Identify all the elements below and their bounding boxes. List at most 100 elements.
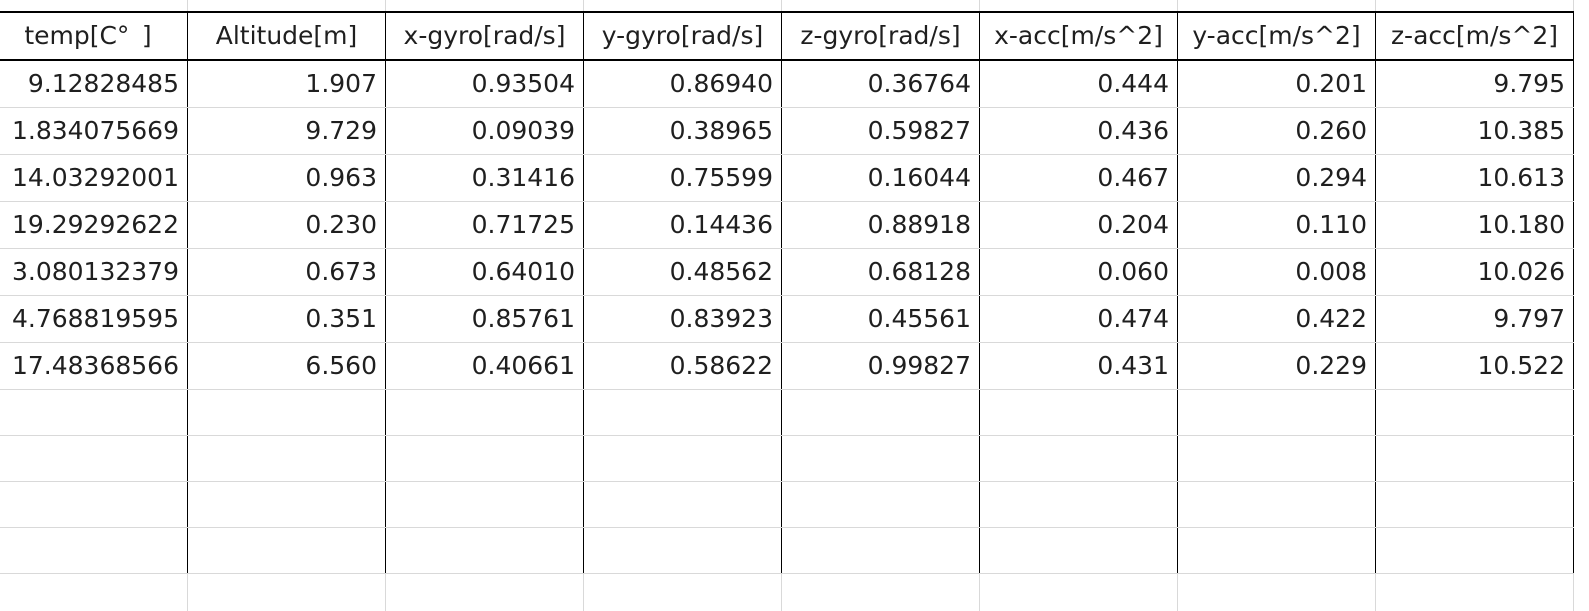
cell[interactable]: 10.180 [1375, 201, 1574, 249]
header-cell-x-acc[interactable]: x-acc[m/s^2] [979, 12, 1178, 61]
cell[interactable]: 0.467 [979, 154, 1178, 202]
cell[interactable]: 0.31416 [385, 154, 584, 202]
header-cell-altitude[interactable]: Altitude[m] [187, 12, 386, 61]
cell[interactable]: 0.75599 [583, 154, 782, 202]
cell[interactable]: 6.560 [187, 342, 386, 390]
cell[interactable] [583, 481, 782, 528]
cell[interactable]: 0.201 [1177, 60, 1376, 108]
cell[interactable]: 0.59827 [781, 107, 980, 155]
cell[interactable]: 0.060 [979, 248, 1178, 296]
cell[interactable] [1375, 435, 1574, 482]
header-cell-z-acc[interactable]: z-acc[m/s^2] [1375, 12, 1574, 61]
cell[interactable] [781, 573, 980, 611]
cell[interactable]: 0.48562 [583, 248, 782, 296]
header-cell-x-gyro[interactable]: x-gyro[rad/s] [385, 12, 584, 61]
cell[interactable] [385, 573, 584, 611]
cell[interactable] [0, 389, 188, 436]
cell[interactable] [1177, 389, 1376, 436]
cell[interactable]: 3.080132379 [0, 248, 188, 296]
header-cell-z-gyro[interactable]: z-gyro[rad/s] [781, 12, 980, 61]
cell[interactable]: 0.436 [979, 107, 1178, 155]
cell[interactable] [0, 481, 188, 528]
cell[interactable] [781, 481, 980, 528]
cell[interactable]: 0.008 [1177, 248, 1376, 296]
header-cell-y-acc[interactable]: y-acc[m/s^2] [1177, 12, 1376, 61]
cell[interactable] [1177, 527, 1376, 574]
cell[interactable] [385, 527, 584, 574]
cell[interactable] [0, 527, 188, 574]
cell[interactable]: 0.16044 [781, 154, 980, 202]
cell[interactable] [1375, 389, 1574, 436]
cell[interactable]: 0.260 [1177, 107, 1376, 155]
cell[interactable]: 14.03292001 [0, 154, 188, 202]
cell[interactable] [979, 435, 1178, 482]
cell[interactable] [0, 573, 188, 611]
cell[interactable]: 0.09039 [385, 107, 584, 155]
cell[interactable] [0, 0, 188, 13]
cell[interactable] [1375, 0, 1574, 13]
cell[interactable]: 0.85761 [385, 295, 584, 343]
cell[interactable] [583, 435, 782, 482]
cell[interactable]: 0.204 [979, 201, 1178, 249]
cell[interactable] [979, 0, 1178, 13]
cell[interactable]: 1.834075669 [0, 107, 188, 155]
cell[interactable]: 10.613 [1375, 154, 1574, 202]
cell[interactable] [0, 435, 188, 482]
cell[interactable]: 0.38965 [583, 107, 782, 155]
cell[interactable]: 10.026 [1375, 248, 1574, 296]
cell[interactable] [781, 389, 980, 436]
cell[interactable] [781, 0, 980, 13]
cell[interactable] [385, 435, 584, 482]
cell[interactable]: 9.729 [187, 107, 386, 155]
cell[interactable]: 0.351 [187, 295, 386, 343]
cell[interactable] [583, 573, 782, 611]
cell[interactable] [385, 481, 584, 528]
cell[interactable] [1375, 481, 1574, 528]
cell[interactable]: 1.907 [187, 60, 386, 108]
cell[interactable] [187, 527, 386, 574]
cell[interactable]: 0.294 [1177, 154, 1376, 202]
cell[interactable]: 0.68128 [781, 248, 980, 296]
cell[interactable] [1177, 0, 1376, 13]
cell[interactable]: 0.963 [187, 154, 386, 202]
cell[interactable] [187, 573, 386, 611]
cell[interactable] [583, 389, 782, 436]
cell[interactable]: 9.12828485 [0, 60, 188, 108]
cell[interactable] [1375, 573, 1574, 611]
cell[interactable] [187, 0, 386, 13]
cell[interactable] [1375, 527, 1574, 574]
cell[interactable] [979, 481, 1178, 528]
cell[interactable]: 4.768819595 [0, 295, 188, 343]
cell[interactable]: 0.64010 [385, 248, 584, 296]
cell[interactable]: 0.58622 [583, 342, 782, 390]
cell[interactable]: 10.385 [1375, 107, 1574, 155]
cell[interactable]: 0.71725 [385, 201, 584, 249]
cell[interactable]: 0.45561 [781, 295, 980, 343]
cell[interactable]: 9.797 [1375, 295, 1574, 343]
cell[interactable]: 0.673 [187, 248, 386, 296]
cell[interactable] [1177, 481, 1376, 528]
cell[interactable] [187, 435, 386, 482]
cell[interactable]: 0.229 [1177, 342, 1376, 390]
cell[interactable] [979, 527, 1178, 574]
header-cell-temp[interactable]: temp[C° ] [0, 12, 188, 61]
cell[interactable]: 0.230 [187, 201, 386, 249]
cell[interactable]: 17.48368566 [0, 342, 188, 390]
header-cell-y-gyro[interactable]: y-gyro[rad/s] [583, 12, 782, 61]
cell[interactable] [583, 527, 782, 574]
cell[interactable] [979, 573, 1178, 611]
cell[interactable]: 0.444 [979, 60, 1178, 108]
cell[interactable] [187, 481, 386, 528]
cell[interactable] [979, 389, 1178, 436]
cell[interactable]: 0.88918 [781, 201, 980, 249]
cell[interactable] [385, 389, 584, 436]
cell[interactable]: 0.431 [979, 342, 1178, 390]
cell[interactable]: 0.83923 [583, 295, 782, 343]
cell[interactable]: 0.93504 [385, 60, 584, 108]
cell[interactable]: 0.14436 [583, 201, 782, 249]
cell[interactable] [1177, 573, 1376, 611]
cell[interactable]: 19.29292622 [0, 201, 188, 249]
cell[interactable]: 10.522 [1375, 342, 1574, 390]
cell[interactable]: 0.86940 [583, 60, 782, 108]
cell[interactable]: 9.795 [1375, 60, 1574, 108]
